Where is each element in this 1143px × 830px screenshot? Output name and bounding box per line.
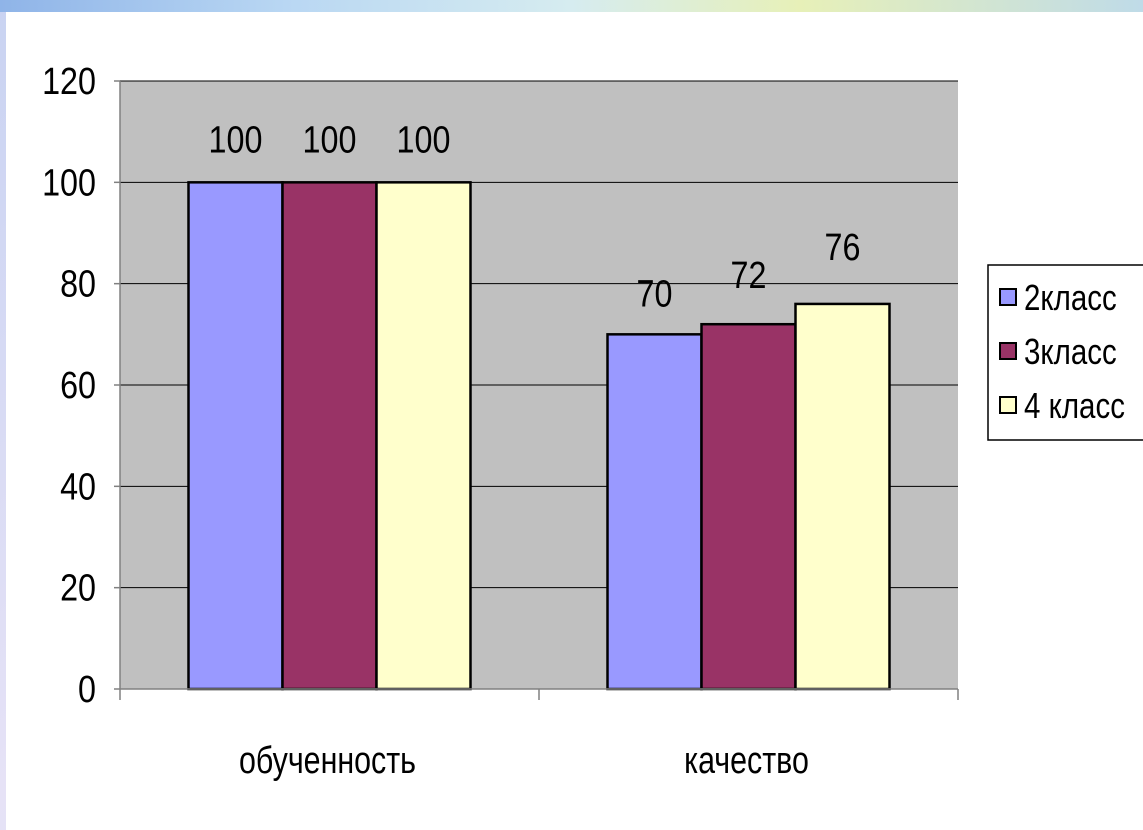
data-label: 72	[731, 255, 767, 297]
legend-label: 2класс	[1024, 277, 1117, 317]
bar	[794, 302, 891, 691]
bar	[187, 181, 284, 691]
y-tick-label: 80	[60, 263, 96, 305]
y-tick-label: 40	[60, 466, 96, 508]
y-tick-label: 120	[42, 61, 96, 103]
y-tick-label: 60	[60, 365, 96, 407]
bar	[375, 181, 472, 691]
bar	[281, 181, 378, 691]
slide-top-decoration	[0, 0, 1143, 12]
data-label: 76	[825, 227, 861, 269]
data-label: 100	[209, 119, 263, 161]
legend-label: 3класс	[1024, 331, 1117, 371]
y-tick-labels: 0 20 40 60 80 100 120	[42, 61, 96, 711]
data-label: 100	[303, 119, 357, 161]
axes	[114, 80, 959, 700]
legend-swatch	[999, 342, 1017, 360]
bar	[606, 333, 703, 691]
legend: 2класс 3класс 4 класс	[987, 264, 1143, 441]
bars	[187, 181, 891, 691]
y-tick-label: 100	[42, 162, 96, 204]
legend-swatch	[999, 396, 1017, 414]
data-label: 70	[637, 273, 673, 315]
y-tick-label: 20	[60, 567, 96, 609]
bar	[700, 322, 797, 691]
y-tick-label: 0	[78, 669, 96, 711]
data-labels: 100 100 100 70 72 76	[209, 119, 861, 315]
legend-swatch	[999, 288, 1017, 306]
x-tick-label: обученность	[239, 740, 416, 782]
legend-label: 4 класс	[1024, 385, 1125, 425]
x-tick-labels: обученность качество	[239, 740, 809, 782]
data-label: 100	[397, 119, 451, 161]
x-tick-label: качество	[684, 740, 809, 782]
